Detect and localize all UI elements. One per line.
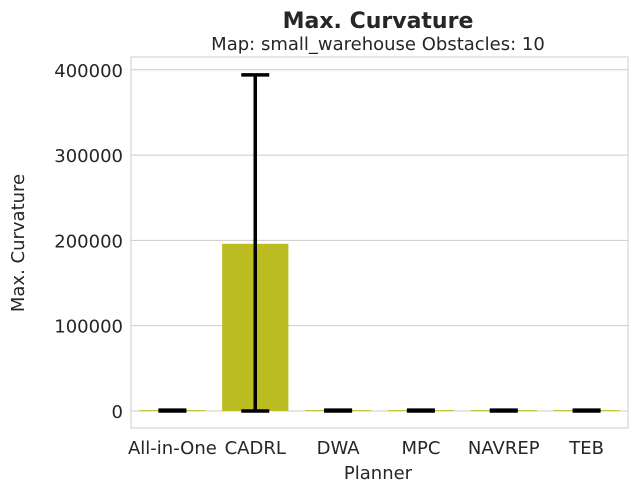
y-tick-labels: 0 100000 200000 300000 400000: [54, 61, 123, 423]
y-tick-label: 400000: [54, 61, 123, 82]
error-bars: [158, 73, 601, 413]
x-tick-label: CADRL: [225, 438, 286, 459]
chart-subtitle: Map: small_warehouse Obstacles: 10: [211, 34, 545, 55]
y-tick-label: 0: [112, 402, 123, 423]
y-axis-label: Max. Curvature: [8, 174, 29, 312]
chart-title: Max. Curvature: [283, 9, 474, 34]
x-tick-label: DWA: [317, 438, 361, 459]
x-axis-label: Planner: [344, 463, 413, 484]
x-tick-label: All-in-One: [128, 438, 217, 459]
y-tick-label: 300000: [54, 146, 123, 167]
y-tick-label: 200000: [54, 231, 123, 252]
y-tick-label: 100000: [54, 317, 123, 338]
x-tick-label: NAVREP: [468, 438, 540, 459]
gridlines: [131, 69, 628, 412]
x-tick-label: TEB: [568, 438, 604, 459]
x-tick-labels: All-in-One CADRL DWA MPC NAVREP TEB: [128, 438, 604, 459]
plot-frame: [130, 56, 629, 429]
bars: [139, 243, 620, 411]
x-tick-label: MPC: [401, 438, 440, 459]
